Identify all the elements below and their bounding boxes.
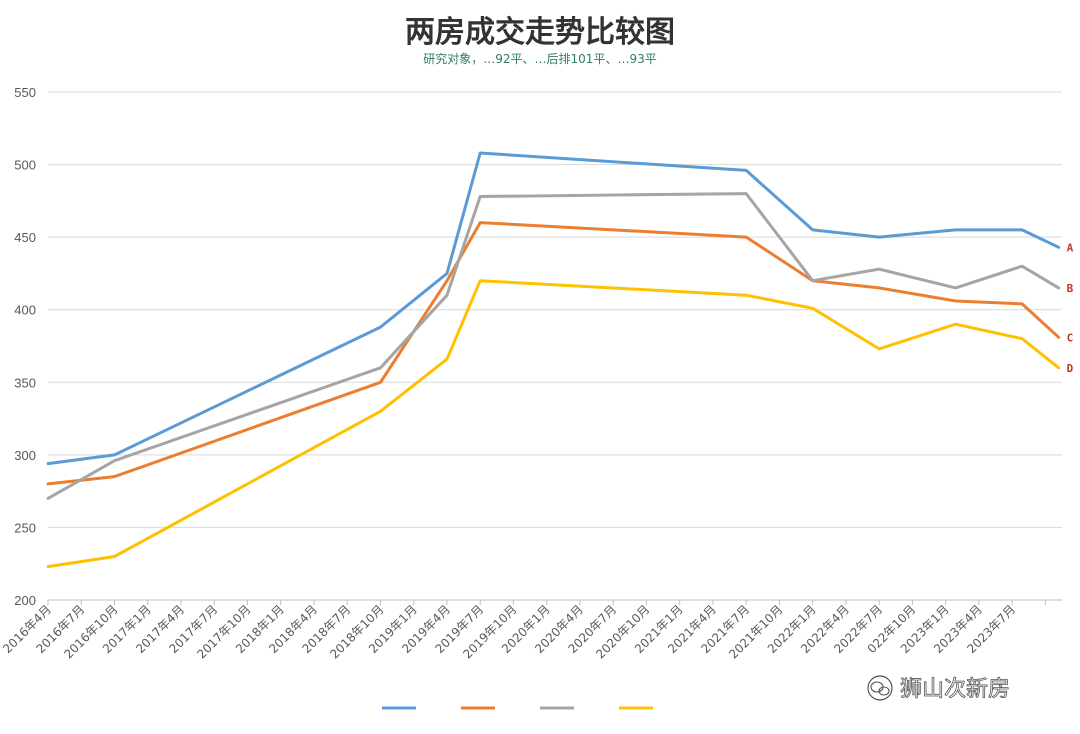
series-line-A — [46, 151, 1061, 466]
y-tick-label: 500 — [14, 158, 36, 173]
series-end-labels: A B C D — [1067, 241, 1074, 374]
y-tick-label: 250 — [14, 520, 36, 535]
wechat-icon — [867, 675, 893, 701]
series-line-B — [46, 192, 1061, 500]
series-line-C — [46, 221, 1061, 486]
series-lines — [46, 151, 1061, 569]
y-tick-label: 200 — [14, 593, 36, 608]
y-tick-label: 550 — [14, 85, 36, 100]
series-line-D — [46, 279, 1061, 569]
series-end-label-A: A — [1067, 241, 1074, 254]
series-end-label-D: D — [1067, 362, 1074, 375]
y-tick-label: 400 — [14, 303, 36, 318]
series-end-label-C: C — [1067, 331, 1074, 344]
gridlines — [48, 91, 1062, 601]
y-tick-label: 450 — [14, 230, 36, 245]
y-tick-label: 300 — [14, 448, 36, 463]
y-axis-ticks: 200 250 300 350 400 450 500 550 — [14, 85, 36, 608]
x-axis-ticks: 2016年4月2016年7月2016年10月2017年1月2017年4月2017… — [0, 600, 1046, 661]
y-tick-label: 350 — [14, 375, 36, 390]
watermark-text: 狮山次新房 — [900, 677, 1010, 702]
chart-subtitle: 研究对象，…92平、…后排101平、…93平 — [423, 51, 656, 66]
watermark: 狮山次新房 — [867, 675, 1010, 702]
series-end-label-B: B — [1067, 282, 1074, 295]
chart-title: 两房成交走势比较图 — [405, 15, 675, 50]
